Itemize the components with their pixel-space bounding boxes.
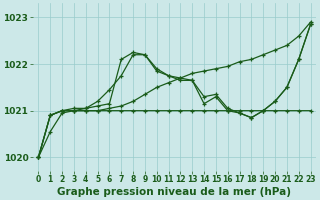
X-axis label: Graphe pression niveau de la mer (hPa): Graphe pression niveau de la mer (hPa) [58, 187, 292, 197]
